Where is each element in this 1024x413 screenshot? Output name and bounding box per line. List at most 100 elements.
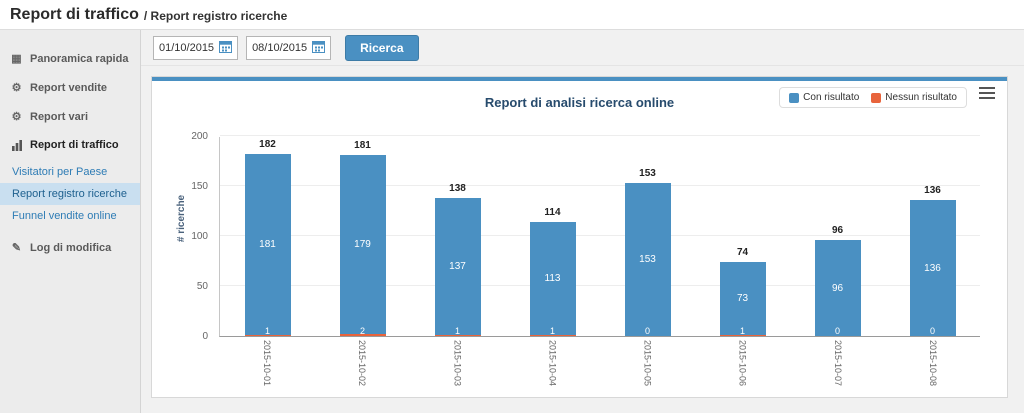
calendar-icon[interactable] [219,40,233,56]
x-axis-label: 2015-10-05 [642,340,653,387]
bar-bottom-label: 0 [644,326,650,336]
x-label-slot: 2015-10-04 [504,340,599,402]
x-axis-label: 2015-10-02 [357,340,368,387]
bar-bottom-label: 1 [454,326,460,336]
bar-slot: 96 96 0 [790,137,885,336]
bar-slot: 138 137 1 [410,137,505,336]
bar-segment-con-risultato[interactable]: 96 [814,240,861,336]
sidebar-item-report-vari[interactable]: ⚙ Report vari [0,102,140,131]
bar-segment-nessun-risultato[interactable] [719,335,766,336]
bar-segment-con-risultato[interactable]: 136 [909,200,956,336]
x-label-slot: 2015-10-02 [314,340,409,402]
x-axis-labels: 2015-10-01 2015-10-02 2015-10-03 2015-10-04… [219,340,980,402]
y-tick-labels: 0 50 100 150 200 [176,131,214,342]
bar-total-label: 138 [449,183,466,194]
sidebar-item-panoramica-rapida[interactable]: ▦ Panoramica rapida [0,44,140,73]
bar-segment-con-risultato[interactable]: 73 [719,262,766,335]
x-axis-label: 2015-10-03 [452,340,463,387]
stacked-bar[interactable]: 153 153 0 [624,168,671,336]
search-button[interactable]: Ricerca [345,34,419,61]
dashboard-icon: ▦ [11,53,22,65]
x-axis-label: 2015-10-04 [547,340,558,387]
sidebar-subitem-visitatori-per-paese[interactable]: Visitatori per Paese [0,161,140,183]
sidebar-item-label: Panoramica rapida [30,52,129,65]
bar-segment-con-risultato[interactable]: 113 [529,222,576,335]
stacked-bar[interactable]: 136 136 0 [909,185,956,336]
sidebar-item-label: Report vendite [30,81,108,94]
bar-segment-con-risultato[interactable]: 137 [434,198,481,335]
sidebar-subitem-label: Report registro ricerche [12,188,127,200]
gridline [220,135,980,136]
date-from-input[interactable]: 01/10/2015 [153,35,239,60]
plot-wrap: 0 50 100 150 200 182 181 1 181 179 2 138 137 1 114 113… [191,131,980,342]
chart-panel: Report di analisi ricerca online Con ris… [151,76,1008,398]
y-tick-label: 50 [196,281,208,292]
bar-segment-con-risultato[interactable]: 179 [339,155,386,334]
y-tick-label: 150 [191,181,208,192]
y-tick-label: 100 [191,231,208,242]
bar-total-label: 74 [736,247,749,258]
gridline [220,285,980,286]
x-axis-label: 2015-10-08 [927,340,938,387]
bar-slot: 114 113 1 [505,137,600,336]
breadcrumb: / Report registro ricerche [143,8,288,23]
sidebar-subitem-label: Visitatori per Paese [12,166,108,178]
bar-total-label: 96 [831,225,844,236]
traffic-subitems: Visitatori per Paese Report registro ric… [0,161,140,227]
bar-segment-nessun-risultato[interactable] [244,335,291,336]
stacked-bar[interactable]: 114 113 1 [529,207,576,336]
legend-item-nessun-risultato[interactable]: Nessun risultato [871,92,957,103]
bar-total-label: 153 [639,168,656,179]
chart-title: Report di analisi ricerca online [484,95,675,110]
bar-total-label: 136 [924,185,941,196]
stacked-bar[interactable]: 182 181 1 [244,139,291,336]
date-from-value: 01/10/2015 [159,41,215,54]
x-label-slot: 2015-10-01 [219,340,314,402]
sidebar-item-report-di-traffico[interactable]: Report di traffico [0,131,140,159]
header: Report di traffico / Report registro ric… [0,0,1024,30]
bar-slot: 136 136 0 [885,137,980,336]
chart-area: # ricerche 0 50 100 150 200 182 181 1 181 179 2 13… [164,121,995,402]
stacked-bar[interactable]: 138 137 1 [434,183,481,336]
stacked-bar[interactable]: 181 179 2 [339,140,386,336]
date-to-value: 08/10/2015 [252,41,308,54]
bar-segment-nessun-risultato[interactable] [339,334,386,336]
gear-icon: ⚙ [11,111,22,123]
toolbar: 01/10/2015 08/10/2015 Ricerca [141,30,1024,66]
stacked-bar[interactable]: 74 73 1 [719,247,766,336]
sidebar-item-label: Log di modifica [30,241,112,254]
y-tick-label: 200 [191,131,208,142]
bar-total-label: 114 [544,207,561,218]
x-axis-label: 2015-10-07 [832,340,843,387]
x-axis-label: 2015-10-06 [737,340,748,387]
x-label-slot: 2015-10-07 [790,340,885,402]
bar-segment-nessun-risultato[interactable] [529,335,576,336]
bar-slot: 182 181 1 [220,137,315,336]
sidebar-item-report-vendite[interactable]: ⚙ Report vendite [0,73,140,102]
x-label-slot: 2015-10-05 [600,340,695,402]
bar-total-label: 182 [259,139,276,150]
bar-bottom-label: 0 [929,326,935,336]
stacked-bar[interactable]: 96 96 0 [814,225,861,336]
bar-segment-con-risultato[interactable]: 181 [244,154,291,335]
sidebar-subitem-funnel-vendite-online[interactable]: Funnel vendite online [0,205,140,227]
app-body: ▦ Panoramica rapida ⚙ Report vendite ⚙ R… [0,30,1024,413]
x-label-slot: 2015-10-08 [885,340,980,402]
date-to-input[interactable]: 08/10/2015 [246,35,332,60]
gridline [220,235,980,236]
bar-bottom-label: 1 [264,326,270,336]
legend-item-con-risultato[interactable]: Con risultato [789,92,859,103]
sidebar: ▦ Panoramica rapida ⚙ Report vendite ⚙ R… [0,30,141,413]
sidebar-item-log-di-modifica[interactable]: ✎ Log di modifica [0,233,140,262]
sidebar-subitem-report-registro-ricerche[interactable]: Report registro ricerche [0,183,140,205]
main-content: 01/10/2015 08/10/2015 Ricerca Report di … [141,30,1024,413]
bar-slot: 74 73 1 [695,137,790,336]
chart-menu-icon[interactable] [979,87,995,99]
legend-swatch-con-risultato [789,92,800,103]
calendar-icon[interactable] [312,40,326,56]
bar-segment-con-risultato[interactable]: 153 [624,183,671,336]
bar-segment-nessun-risultato[interactable] [434,335,481,336]
x-label-slot: 2015-10-06 [695,340,790,402]
sidebar-subitem-label: Funnel vendite online [12,210,117,222]
bar-bottom-label: 2 [359,326,365,336]
